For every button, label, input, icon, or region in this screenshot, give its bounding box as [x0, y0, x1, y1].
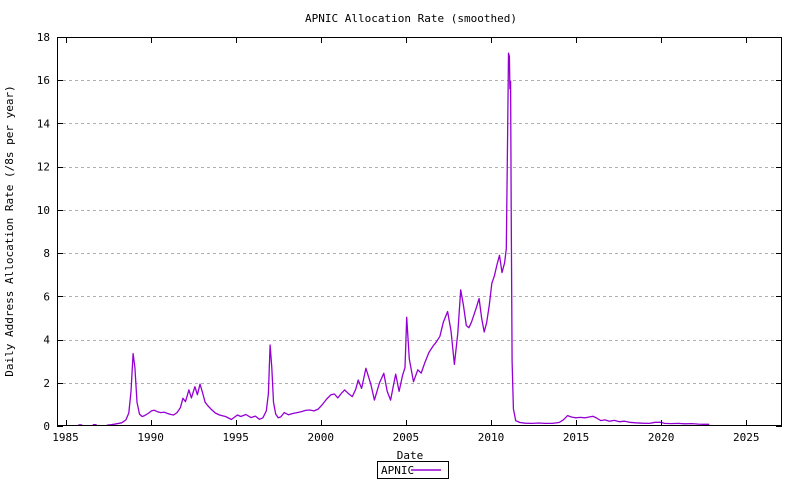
legend-label: APNIC: [381, 464, 414, 477]
x-tick-label: 2015: [563, 431, 590, 444]
x-tick-label: 2020: [648, 431, 675, 444]
x-tick-label: 1990: [137, 431, 164, 444]
y-tick-label: 0: [43, 420, 50, 433]
y-tick-label: 10: [37, 204, 50, 217]
x-tick-label: 1985: [52, 431, 79, 444]
x-tick-label: 2025: [733, 431, 760, 444]
y-tick-label: 14: [37, 117, 51, 130]
y-tick-label: 6: [43, 290, 50, 303]
legend-box: [377, 461, 449, 479]
legend: APNIC: [377, 461, 449, 479]
x-tick-label: 2005: [393, 431, 420, 444]
y-axis-label: Daily Address Allocation Rate (/8s per y…: [3, 85, 16, 376]
axis-ticks: [57, 37, 782, 427]
x-tick-label: 2010: [478, 431, 505, 444]
y-tick-label: 12: [37, 161, 50, 174]
x-tick-label: 2000: [308, 431, 335, 444]
y-tick-label: 18: [37, 31, 50, 44]
y-tick-label: 2: [43, 377, 50, 390]
chart-title: APNIC Allocation Rate (smoothed): [305, 12, 517, 25]
grid-lines: [57, 80, 782, 384]
series-lines: [78, 52, 710, 426]
x-axis-label: Date: [397, 449, 424, 462]
y-tick-label: 8: [43, 247, 50, 260]
plot-border: [57, 37, 782, 426]
y-tick-label: 16: [37, 74, 50, 87]
apnic-series-line: [106, 52, 710, 426]
x-tick-label: 1995: [222, 431, 249, 444]
y-tick-label: 4: [43, 334, 50, 347]
axis-tick-labels: 0 2 4 6 8 10 12 14 16 18 1985 1990 1995 2000 2005 2010 2…: [37, 31, 760, 444]
